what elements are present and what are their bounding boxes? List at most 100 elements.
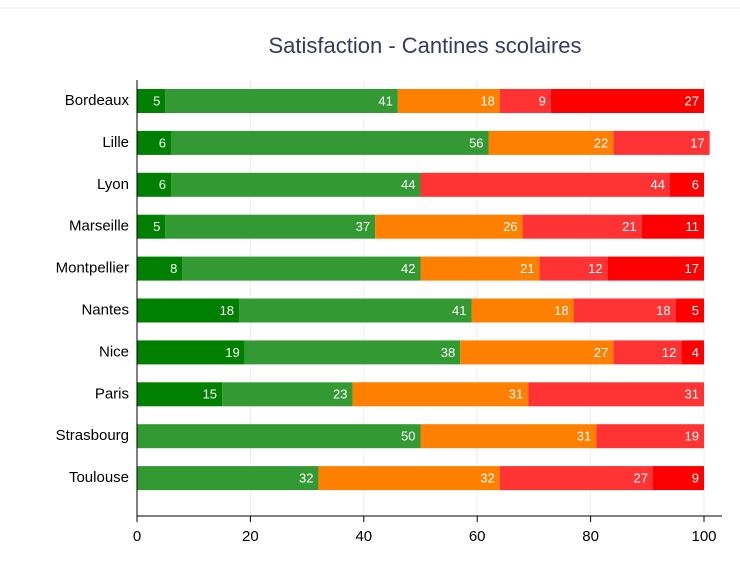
x-tick-label: 60: [469, 528, 486, 545]
bar-segment: [499, 466, 653, 491]
value-label: 41: [378, 93, 392, 108]
bar-segment: [550, 89, 704, 113]
value-label: 18: [220, 303, 234, 318]
value-label: 32: [299, 471, 313, 486]
bar-segment: [137, 298, 240, 323]
value-label: 18: [656, 303, 670, 318]
bar-segment: [641, 214, 704, 239]
y-tick-label: Lille: [102, 134, 129, 151]
bar-segment: [137, 89, 166, 113]
value-label: 12: [662, 345, 676, 360]
bar-segment: [318, 466, 500, 491]
bar-segment: [420, 256, 540, 281]
bar-segment: [165, 214, 376, 239]
bar-segment: [171, 130, 489, 155]
y-tick-label: Lyon: [97, 176, 129, 193]
bar-segment: [165, 89, 398, 113]
value-label: 15: [203, 387, 217, 402]
bar-segment: [522, 214, 642, 239]
bar-segment: [528, 382, 704, 407]
bar-segment: [681, 340, 704, 365]
bar-segment: [471, 298, 574, 323]
value-label: 9: [539, 93, 546, 108]
bar-segment: [669, 172, 704, 197]
value-label: 18: [480, 93, 494, 108]
bar-segment: [675, 298, 704, 323]
value-label: 5: [153, 219, 160, 234]
bar-segment: [137, 256, 183, 281]
value-label: 42: [401, 261, 415, 276]
x-tick-label: 80: [582, 528, 599, 545]
value-label: 23: [333, 387, 347, 402]
value-label: 19: [685, 429, 699, 444]
bar-segment: [420, 424, 597, 449]
chart-title: Satisfaction - Cantines scolaires: [268, 33, 581, 58]
value-label: 41: [452, 303, 466, 318]
bar-segment: [539, 256, 608, 281]
value-label: 12: [588, 261, 602, 276]
bar-segment: [137, 172, 172, 197]
value-label: 21: [622, 219, 636, 234]
value-label: 27: [685, 93, 699, 108]
bar-segment: [420, 172, 670, 197]
bar-segment: [607, 256, 704, 281]
bar-segment: [137, 382, 223, 407]
bar-segment: [652, 466, 704, 491]
value-label: 5: [692, 303, 699, 318]
value-label: 56: [469, 135, 483, 150]
value-label: 38: [441, 345, 455, 360]
value-label: 31: [685, 387, 699, 402]
y-tick-label: Toulouse: [69, 469, 129, 486]
value-label: 19: [225, 345, 239, 360]
value-label: 27: [594, 345, 608, 360]
value-label: 37: [356, 219, 370, 234]
bar-segment: [573, 298, 676, 323]
value-label: 9: [692, 471, 699, 486]
value-label: 5: [153, 93, 160, 108]
value-label: 32: [480, 471, 494, 486]
y-tick-label: Bordeaux: [65, 92, 130, 109]
bar-segment: [613, 130, 710, 155]
value-label: 11: [686, 219, 700, 234]
value-label: 6: [159, 135, 166, 150]
x-tick-label: 0: [133, 528, 141, 545]
value-label: 17: [690, 135, 704, 150]
value-label: 6: [159, 177, 166, 192]
value-label: 8: [170, 261, 177, 276]
value-label: 18: [554, 303, 568, 318]
bar-segment: [182, 256, 421, 281]
x-tick-label: 100: [691, 528, 716, 545]
value-label: 17: [685, 261, 699, 276]
x-tick-label: 20: [242, 528, 259, 545]
x-tick-label: 40: [355, 528, 372, 545]
bar-segment: [239, 298, 472, 323]
value-label: 21: [520, 261, 534, 276]
value-label: 31: [577, 429, 591, 444]
bar-segment: [171, 172, 421, 197]
bar-segment: [137, 424, 421, 449]
bar-segment: [222, 382, 353, 407]
bar-segment: [352, 382, 529, 407]
bar-segment: [137, 214, 166, 239]
bar-segment: [244, 340, 461, 365]
value-label: 22: [594, 135, 608, 150]
bar-segment: [397, 89, 500, 113]
y-tick-label: Nantes: [81, 301, 129, 318]
value-label: 26: [503, 219, 517, 234]
value-label: 50: [401, 429, 415, 444]
bar-segment: [375, 214, 523, 239]
bar-segment: [499, 89, 551, 113]
y-tick-label: Marseille: [69, 218, 129, 235]
bar-segment: [613, 340, 682, 365]
y-tick-label: Montpellier: [56, 260, 129, 277]
value-label: 31: [509, 387, 523, 402]
bar-segment: [137, 130, 172, 155]
value-label: 27: [634, 471, 648, 486]
y-tick-label: Nice: [99, 343, 129, 360]
bar-segment: [596, 424, 704, 449]
y-tick-label: Strasbourg: [56, 427, 129, 444]
value-label: 44: [651, 177, 665, 192]
y-tick-label: Paris: [95, 385, 129, 402]
bar-segment: [460, 340, 614, 365]
